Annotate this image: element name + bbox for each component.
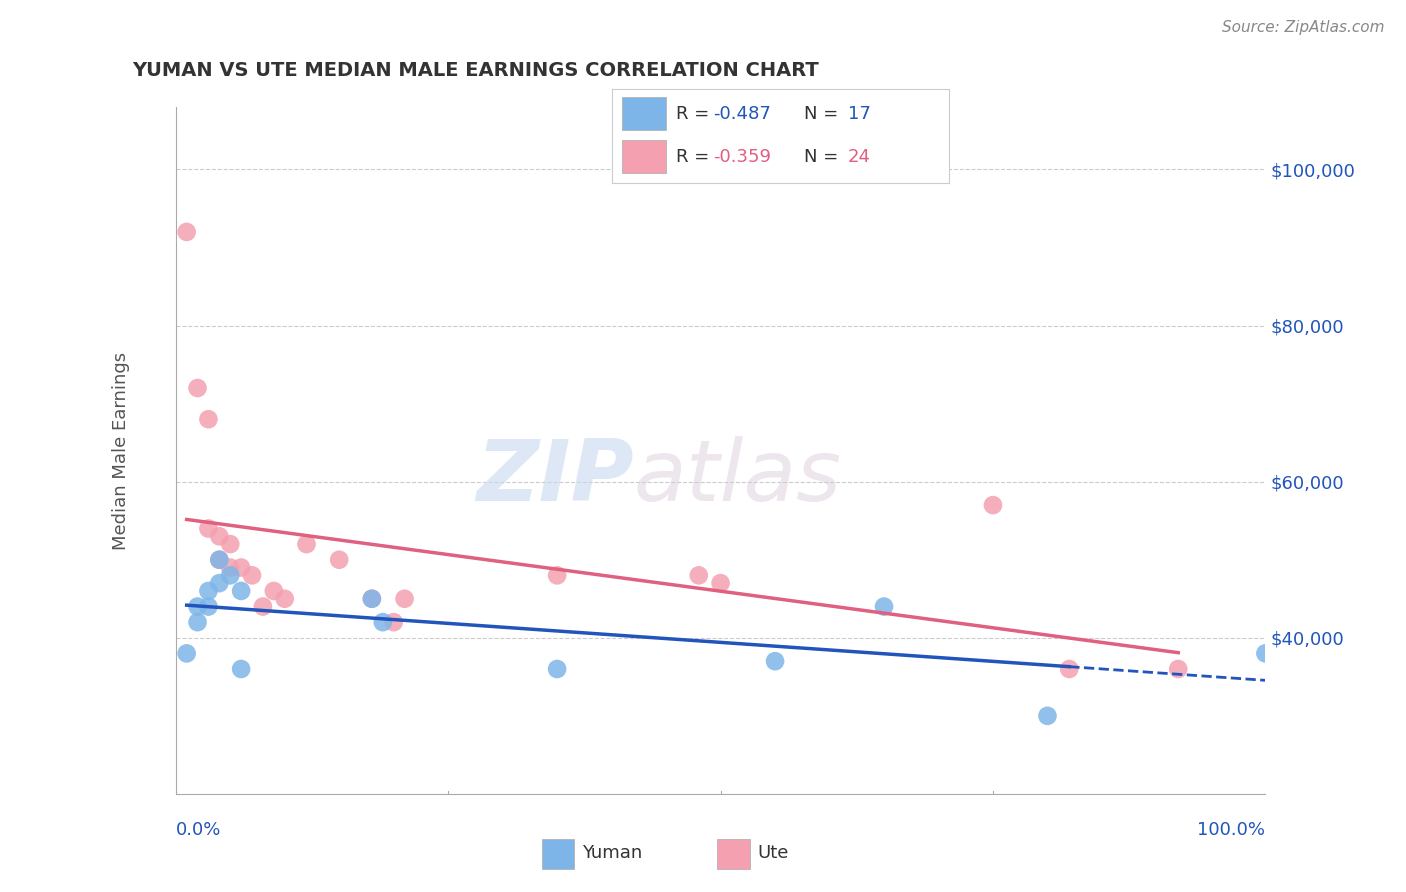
Point [176,646,198,660]
Text: Ute: Ute [758,844,789,862]
Bar [621,96,665,130]
Point [231,583,253,598]
Point [981,498,1004,512]
Point [763,654,786,668]
Point [197,521,219,535]
Point [382,615,405,630]
Point [219,537,242,551]
Point [328,552,350,567]
Text: 17: 17 [848,104,870,122]
Text: Source: ZipAtlas.com: Source: ZipAtlas.com [1222,20,1385,35]
Point [219,560,242,574]
Text: R =: R = [676,148,714,166]
Point [546,568,568,582]
Point [252,599,274,614]
Point [274,591,297,606]
Text: N =: N = [804,148,844,166]
Text: -0.359: -0.359 [713,148,770,166]
Point [197,583,219,598]
Text: R =: R = [676,104,714,122]
Text: 0.0%: 0.0% [176,822,221,839]
Point [231,662,253,676]
Point [360,591,382,606]
Bar [541,838,575,869]
Point [208,552,231,567]
Point [394,591,416,606]
Point [197,599,219,614]
Text: ZIP: ZIP [475,436,633,519]
Point [1057,662,1080,676]
Point [371,615,394,630]
Point [1254,646,1277,660]
Point [1036,708,1059,723]
Point [231,560,253,574]
Point [710,576,733,591]
Point [295,537,318,551]
Point [186,615,209,630]
Text: -0.487: -0.487 [713,104,770,122]
Text: YUMAN VS UTE MEDIAN MALE EARNINGS CORRELATION CHART: YUMAN VS UTE MEDIAN MALE EARNINGS CORREL… [132,61,818,79]
Bar [621,140,665,173]
Point [208,529,231,543]
Point [263,583,285,598]
Point [197,412,219,426]
Point [186,599,209,614]
Point [208,576,231,591]
Point [1167,662,1189,676]
Point [873,599,896,614]
Text: 100.0%: 100.0% [1198,822,1265,839]
Point [219,568,242,582]
Point [546,662,568,676]
Point [208,552,231,567]
Text: Median Male Earnings: Median Male Earnings [112,351,131,549]
Point [360,591,382,606]
Text: 24: 24 [848,148,870,166]
Point [176,225,198,239]
Point [688,568,710,582]
Text: atlas: atlas [633,436,841,519]
Text: Yuman: Yuman [582,844,643,862]
Point [240,568,263,582]
Bar [717,838,749,869]
Point [186,381,209,395]
Text: N =: N = [804,104,844,122]
